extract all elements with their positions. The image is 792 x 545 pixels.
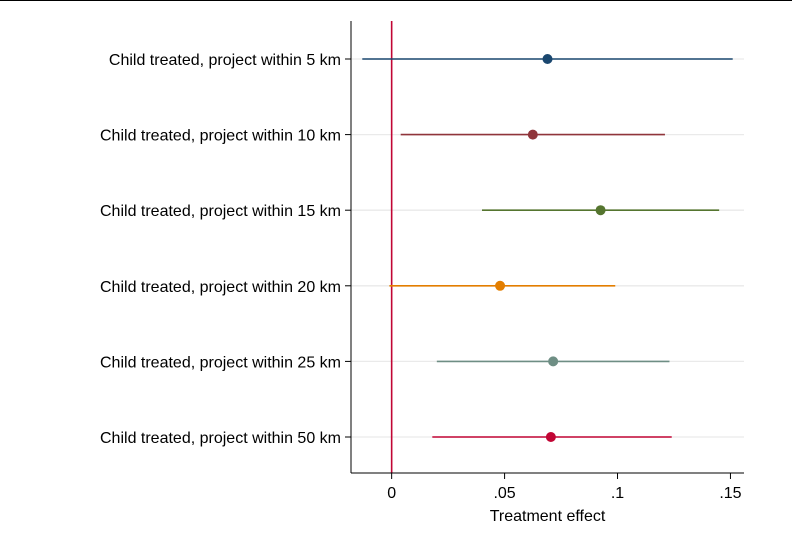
category-label: Child treated, project within 20 km (100, 279, 341, 296)
series-row (400, 129, 665, 140)
category-label: Child treated, project within 10 km (100, 128, 341, 145)
category-label: Child treated, project within 50 km (100, 430, 341, 447)
series-row (436, 356, 670, 367)
point-estimate (495, 280, 506, 291)
series-row (482, 205, 720, 216)
point-estimate (548, 356, 559, 367)
category-label: Child treated, project within 5 km (109, 52, 341, 69)
point-estimate (527, 129, 538, 140)
x-tick-label: .15 (719, 485, 741, 502)
series-row (432, 432, 672, 442)
point-estimate (542, 54, 553, 64)
grid-lines (351, 58, 744, 438)
series-row (362, 54, 733, 64)
category-label: Child treated, project within 25 km (100, 354, 341, 371)
x-tick-label: 0 (387, 485, 396, 502)
point-estimate (545, 432, 556, 442)
point-estimate (595, 205, 606, 216)
top-border (0, 0, 792, 1)
x-tick-label: .1 (611, 485, 624, 502)
labels: Child treated, project within 5 km Child … (100, 52, 742, 502)
axes (345, 21, 744, 479)
x-axis-title: Treatment effect (490, 508, 606, 525)
category-label: Child treated, project within 15 km (100, 203, 341, 220)
x-tick-label: .05 (493, 485, 515, 502)
series-row (389, 280, 616, 291)
series-layer (362, 54, 733, 442)
